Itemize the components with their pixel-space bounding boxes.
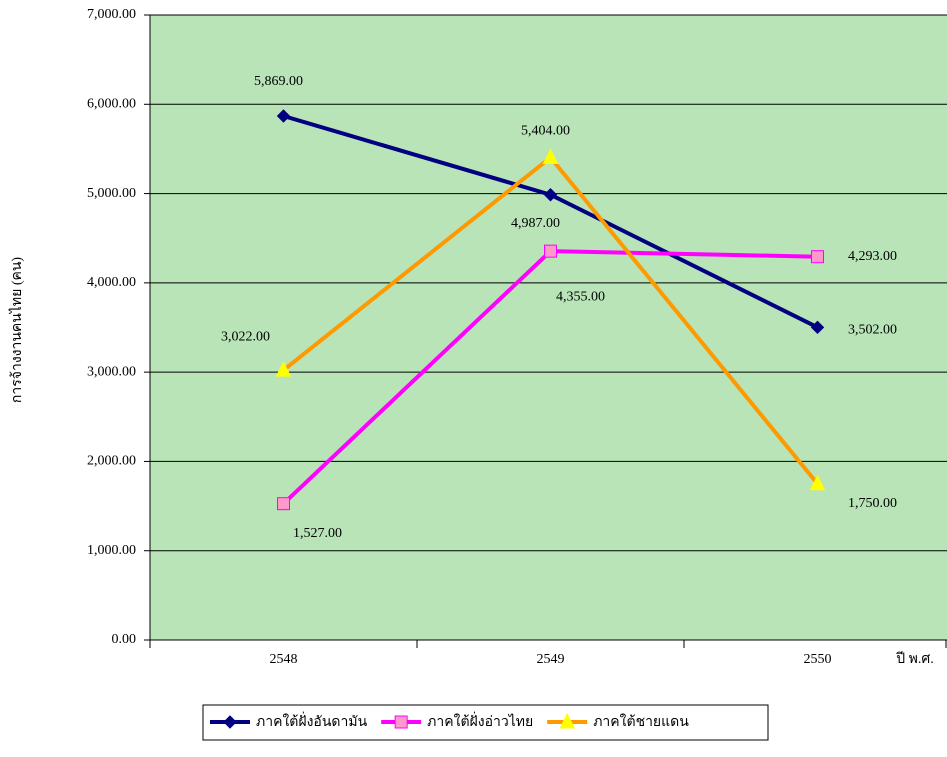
y-axis-label: การจ้างงานคนไทย (คน) bbox=[8, 257, 25, 404]
y-tick-label: 4,000.00 bbox=[87, 275, 136, 290]
data-label: 5,869.00 bbox=[254, 74, 303, 89]
marker bbox=[811, 250, 824, 264]
legend: ภาคใต้ฝั่งอันดามัน ภาคใต้ฝั่งอ่าวไทย ภาคใต… bbox=[202, 704, 769, 741]
legend-label: ภาคใต้ฝั่งอันดามัน bbox=[256, 712, 368, 730]
y-tick-label: 6,000.00 bbox=[87, 97, 136, 112]
data-label: 1,750.00 bbox=[848, 496, 897, 511]
y-tick-label: 3,000.00 bbox=[87, 364, 136, 379]
marker bbox=[809, 474, 826, 491]
data-label: 1,527.00 bbox=[293, 526, 342, 541]
marker bbox=[223, 715, 237, 729]
marker bbox=[810, 320, 825, 335]
data-label: 4,355.00 bbox=[556, 289, 605, 304]
legend-label: ภาคใต้ฝั่งอ่าวไทย bbox=[427, 712, 533, 730]
marker bbox=[542, 148, 559, 164]
data-label: 4,987.00 bbox=[511, 216, 560, 231]
y-tick-label: 7,000.00 bbox=[87, 7, 136, 22]
data-label: 3,022.00 bbox=[221, 329, 270, 344]
x-tick-label: 2550 bbox=[804, 652, 832, 667]
plot-area bbox=[150, 15, 947, 640]
data-label: 3,502.00 bbox=[848, 323, 897, 338]
marker bbox=[543, 188, 558, 202]
x-tick-label: 2549 bbox=[537, 652, 565, 667]
data-label: 5,404.00 bbox=[521, 124, 570, 139]
y-tick-label: 0.00 bbox=[112, 632, 137, 647]
marker bbox=[544, 244, 557, 258]
marker bbox=[275, 361, 292, 377]
y-tick-label: 1,000.00 bbox=[87, 543, 136, 558]
y-tick-label: 2,000.00 bbox=[87, 454, 136, 469]
marker bbox=[559, 712, 575, 729]
legend-box bbox=[202, 704, 769, 741]
marker bbox=[277, 497, 290, 511]
y-tick-label: 5,000.00 bbox=[87, 186, 136, 201]
marker bbox=[394, 715, 408, 729]
legend-label: ภาคใต้ชายแดน bbox=[593, 713, 689, 730]
marker bbox=[276, 109, 291, 123]
data-label: 4,293.00 bbox=[848, 249, 897, 264]
x-tick-label: 2548 bbox=[270, 652, 298, 667]
x-axis-label: ปี พ.ศ. bbox=[896, 651, 934, 667]
